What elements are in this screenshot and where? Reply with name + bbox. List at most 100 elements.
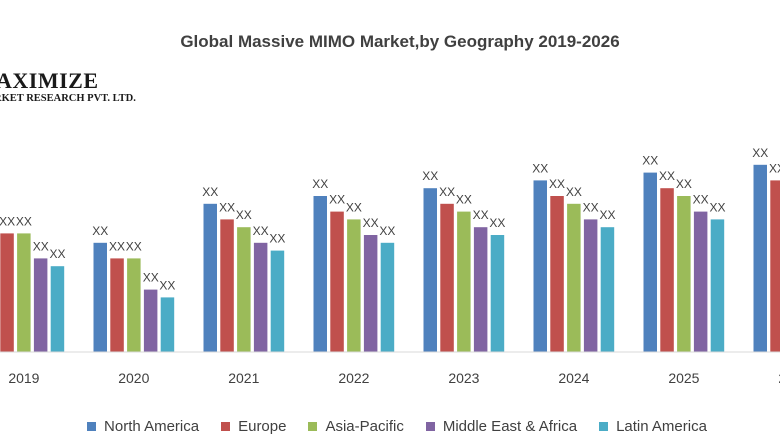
data-label: XX	[329, 193, 345, 207]
x-tick-label: 2025	[668, 370, 699, 386]
bar-2019-asia-pacific	[17, 233, 31, 352]
data-label: XX	[659, 169, 675, 183]
bar-2026-north-america	[753, 164, 767, 352]
x-tick-label: 2021	[228, 370, 259, 386]
data-label: XX	[219, 200, 235, 214]
legend-swatch	[599, 421, 609, 431]
bar-2023-middle-east-africa	[473, 227, 488, 352]
data-label: XX	[143, 271, 159, 285]
x-ticks-layer: 2019 2020 2021 2022 2023 2024 2025 2026	[8, 370, 780, 386]
data-label: XX	[549, 177, 565, 191]
legend-item: Europe	[221, 416, 286, 436]
bar-2026-europe	[770, 180, 780, 352]
data-label: XX	[489, 216, 505, 230]
bar-2025-north-america	[643, 172, 657, 352]
data-label: XX	[439, 185, 455, 199]
logo-tagline: RKET RESEARCH PVT. LTD.	[0, 93, 136, 104]
bar-2020-asia-pacific	[127, 258, 141, 352]
data-label: XX	[363, 216, 379, 230]
bar-2024-asia-pacific	[567, 203, 581, 352]
data-label: XX	[49, 247, 65, 261]
data-label: XX	[473, 208, 489, 222]
data-label: XX	[676, 177, 692, 191]
bar-2022-latin-america	[380, 242, 395, 352]
legend-swatch	[87, 421, 97, 431]
bar-2025-middle-east-africa	[693, 211, 708, 352]
bar-2024-middle-east-africa	[583, 219, 598, 352]
bar-2019-latin-america	[50, 266, 65, 352]
bar-2023-europe	[440, 203, 454, 352]
bar-2021-middle-east-africa	[253, 242, 268, 352]
data-label: XX	[422, 169, 438, 183]
legend-label: Middle East & Africa	[442, 417, 578, 435]
bar-2020-latin-america	[160, 297, 175, 352]
bar-2020-north-america	[93, 242, 107, 352]
data-label: XX	[532, 161, 548, 175]
legend-label: Europe	[238, 417, 287, 435]
legend-item: Middle East & Africa	[425, 416, 578, 436]
data-label: XX	[159, 278, 175, 292]
data-label: XX	[693, 193, 709, 207]
bar-2019-europe	[0, 233, 14, 352]
legend-item: North America	[87, 416, 199, 436]
data-label: XX	[566, 185, 582, 199]
legend-swatch	[221, 421, 231, 431]
logo-name: AXIMIZE	[0, 68, 99, 93]
data-label: XX	[126, 239, 142, 253]
bar-2023-asia-pacific	[457, 211, 471, 352]
data-label: XX	[33, 239, 49, 253]
bar-2024-north-america	[533, 180, 547, 352]
data-label: XX	[109, 239, 125, 253]
x-tick-label: 2019	[8, 370, 39, 386]
data-label: XX	[312, 177, 328, 191]
legend-swatch	[308, 421, 318, 431]
data-label: XX	[236, 208, 252, 222]
data-label: XX	[0, 214, 15, 228]
data-label: XX	[379, 224, 395, 238]
bar-2022-north-america	[313, 196, 327, 352]
bar-2022-europe	[330, 211, 344, 352]
legend-item: Latin America	[599, 416, 707, 436]
data-label: XX	[253, 224, 269, 238]
data-label: XX	[346, 200, 362, 214]
legend-item: Asia-Pacific	[308, 416, 404, 436]
bar-2025-asia-pacific	[677, 196, 691, 352]
bar-2019-middle-east-africa	[33, 258, 48, 352]
legend-label: Latin America	[616, 417, 707, 435]
x-tick-label: 2023	[448, 370, 479, 386]
bar-2023-north-america	[423, 188, 437, 352]
x-tick-label: 2026	[778, 370, 780, 386]
legend-label: North America	[104, 417, 200, 435]
bar-2025-latin-america	[710, 219, 725, 352]
data-label: XX	[642, 154, 658, 168]
bar-2020-middle-east-africa	[143, 289, 158, 352]
x-tick-label: 2024	[558, 370, 589, 386]
data-label: XX	[599, 208, 615, 222]
data-label: XX	[269, 232, 285, 246]
data-label: XX	[769, 161, 780, 175]
bar-2021-europe	[220, 219, 234, 352]
bar-2021-asia-pacific	[237, 227, 251, 352]
bar-2022-asia-pacific	[347, 219, 361, 352]
bar-2024-latin-america	[600, 227, 615, 352]
company-logo: AXIMIZE RKET RESEARCH PVT. LTD.	[0, 70, 136, 106]
data-label: XX	[752, 146, 768, 160]
x-tick-label: 2022	[338, 370, 369, 386]
legend: North America Europe Asia-Pacific Middle Ea…	[0, 416, 780, 436]
bar-2023-latin-america	[490, 235, 505, 352]
bar-2020-europe	[110, 258, 124, 352]
bar-2022-middle-east-africa	[363, 235, 378, 352]
legend-label: Asia-Pacific	[325, 417, 404, 435]
chart-title: Global Massive MIMO Market,by Geography …	[180, 32, 620, 51]
data-label: XX	[583, 200, 599, 214]
bar-2021-north-america	[203, 203, 217, 352]
data-label: XX	[202, 185, 218, 199]
x-tick-label: 2020	[118, 370, 149, 386]
data-label: XX	[709, 200, 725, 214]
bar-2025-europe	[660, 188, 674, 352]
bars-layer	[0, 164, 780, 352]
bar-2024-europe	[550, 196, 564, 352]
data-label: XX	[92, 224, 108, 238]
